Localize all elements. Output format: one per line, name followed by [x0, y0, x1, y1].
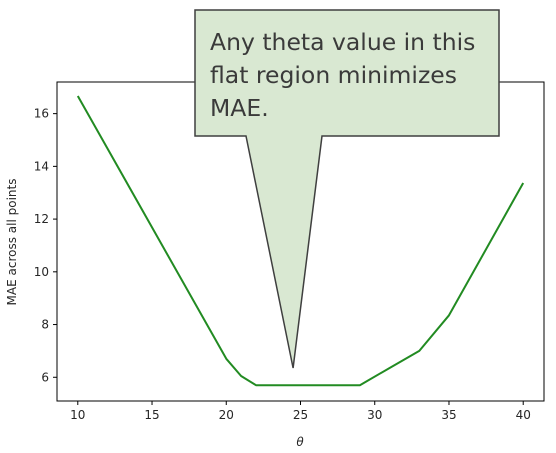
x-tick-label: 35 — [441, 408, 456, 422]
callout-text-line: flat region minimizes — [210, 61, 457, 89]
y-tick-label: 10 — [34, 265, 49, 279]
y-tick-label: 12 — [34, 212, 49, 226]
callout-bubble — [194, 9, 500, 369]
x-tick-label: 40 — [516, 408, 531, 422]
x-tick-label: 30 — [367, 408, 382, 422]
x-tick-label: 15 — [144, 408, 159, 422]
y-axis-label: MAE across all points — [5, 179, 19, 306]
y-tick-label: 6 — [41, 370, 49, 384]
y-tick-label: 8 — [41, 318, 49, 332]
y-tick-label: 16 — [34, 107, 49, 121]
callout-text-line: Any theta value in this — [210, 28, 475, 56]
mae-series-line — [76, 95, 525, 387]
data-series — [76, 95, 525, 387]
x-tick-label: 25 — [293, 408, 308, 422]
x-tick-label: 20 — [219, 408, 234, 422]
x-axis-label: θ — [296, 435, 304, 449]
x-tick-label: 10 — [70, 408, 85, 422]
annotation-callout: Any theta value in this flat region minim… — [194, 9, 500, 369]
axis-ticks: 10 15 20 25 30 35 40 6 8 10 12 14 16 — [34, 107, 531, 422]
callout-text-line: MAE. — [210, 94, 269, 122]
y-tick-label: 14 — [34, 159, 49, 173]
